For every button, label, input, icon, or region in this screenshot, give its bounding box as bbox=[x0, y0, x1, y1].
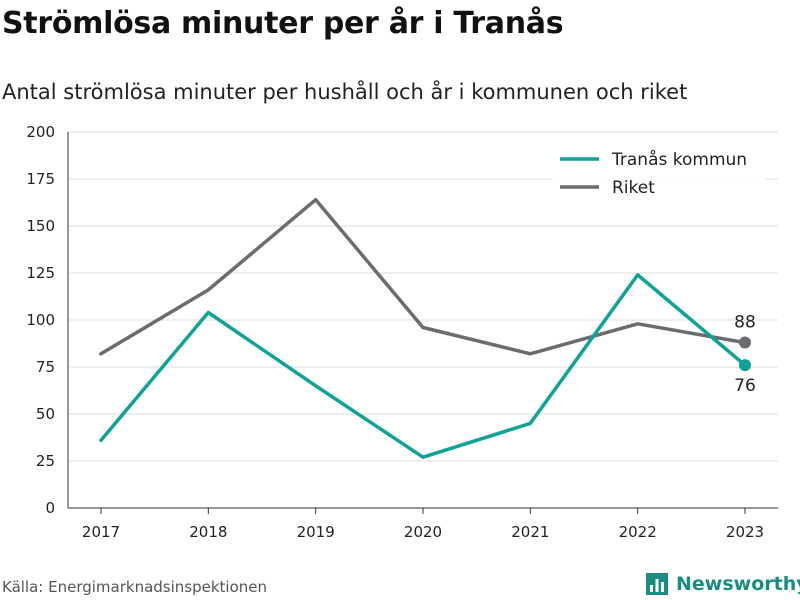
series-line bbox=[99, 273, 747, 459]
y-tick-label: 75 bbox=[36, 358, 55, 376]
y-tick-label: 25 bbox=[36, 452, 55, 470]
y-tick-label: 150 bbox=[26, 217, 55, 235]
brand-name: Newsworthy bbox=[676, 573, 800, 595]
y-tick-label: 125 bbox=[26, 264, 55, 282]
y-tick-label: 50 bbox=[36, 405, 55, 423]
series-line bbox=[99, 197, 747, 356]
series-end-label: 88 bbox=[734, 313, 756, 333]
y-tick-label: 175 bbox=[26, 170, 55, 188]
chart-title: Strömlösa minuter per år i Tranås bbox=[2, 6, 564, 41]
x-tick-label: 2018 bbox=[189, 523, 227, 541]
legend-box bbox=[552, 145, 766, 207]
x-tick-label: 2023 bbox=[726, 523, 764, 541]
x-tick-label: 2021 bbox=[511, 523, 549, 541]
x-tick-label: 2020 bbox=[404, 523, 442, 541]
y-tick-label: 0 bbox=[45, 499, 55, 517]
x-tick-label: 2017 bbox=[82, 523, 120, 541]
legend-label: Tranås kommun bbox=[611, 149, 747, 170]
series-end-point bbox=[739, 359, 751, 372]
series-end-label: 76 bbox=[734, 376, 756, 396]
legend-label: Riket bbox=[612, 178, 655, 198]
series-end-point bbox=[739, 336, 751, 349]
brand-logo: Newsworthy bbox=[644, 568, 800, 600]
y-tick-label: 200 bbox=[26, 123, 55, 141]
chart-subtitle: Antal strömlösa minuter per hushåll och … bbox=[2, 80, 688, 104]
x-tick-label: 2022 bbox=[619, 523, 657, 541]
bar-chart-icon bbox=[646, 573, 668, 595]
y-tick-label: 100 bbox=[26, 311, 55, 329]
x-tick-label: 2019 bbox=[297, 523, 335, 541]
source-note: Källa: Energimarknadsinspektionen bbox=[2, 578, 268, 596]
